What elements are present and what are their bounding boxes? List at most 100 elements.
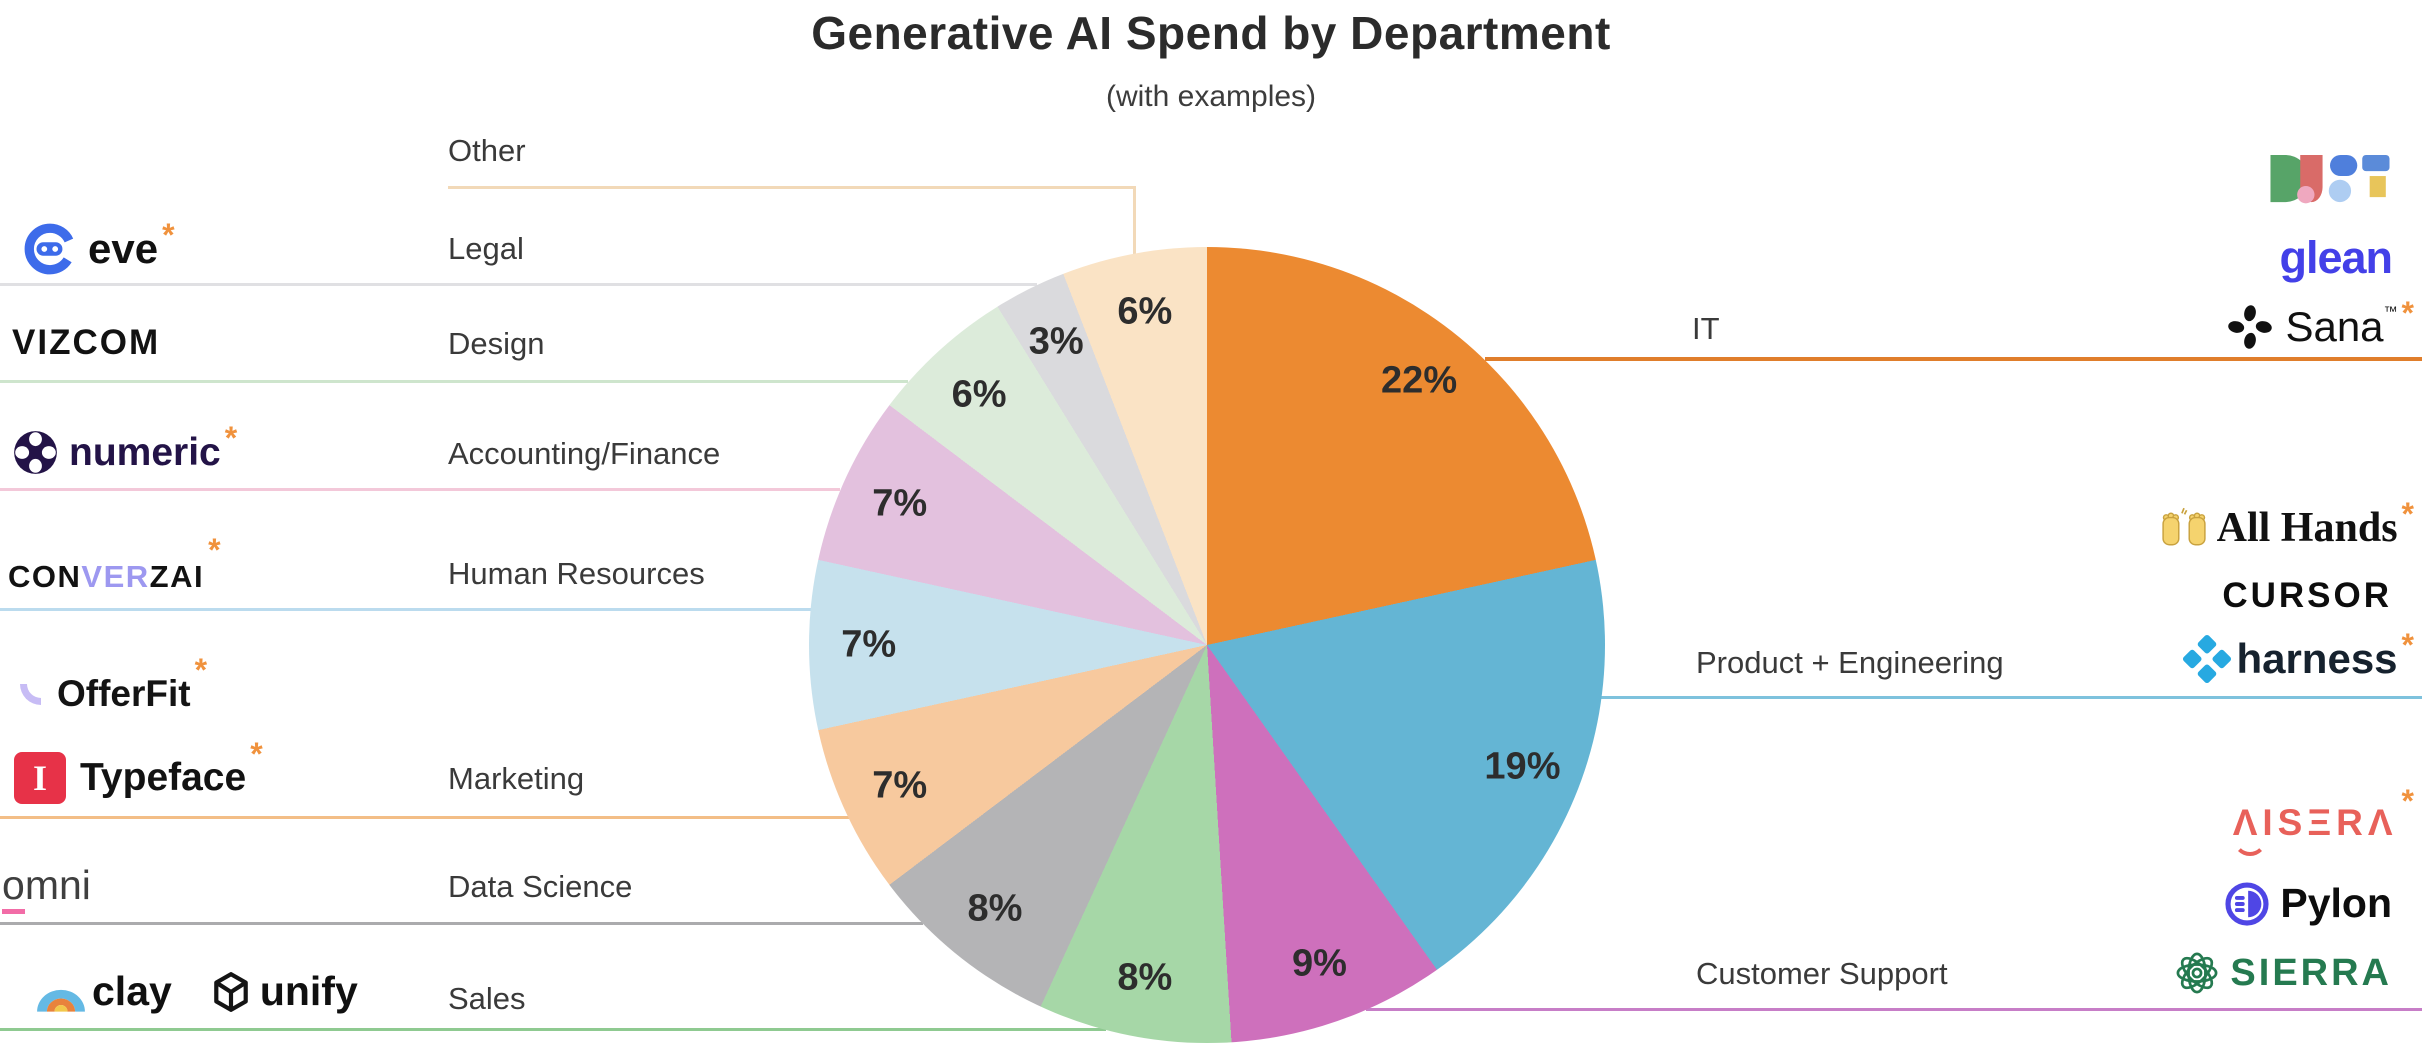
- leader-line-other: [448, 186, 1136, 189]
- leader-line-hr: [0, 608, 811, 611]
- marketing-example-row-typeface: I Typeface *: [14, 736, 263, 804]
- accounting-example-row: numeric *: [12, 420, 237, 476]
- pie-percent-label: 3%: [1028, 320, 1084, 363]
- dept-label-legal: Legal: [448, 231, 524, 266]
- cursor-logo: CURSOR: [2222, 576, 2392, 615]
- dept-label-sales: Sales: [448, 981, 526, 1016]
- sana-trademark: ™: [2383, 303, 2398, 319]
- leader-line-sales: [0, 1028, 1106, 1031]
- page-title: Generative AI Spend by Department: [811, 7, 1611, 59]
- harness-logo: harness: [2236, 635, 2398, 682]
- aisera-smile-mark: [2232, 838, 2267, 856]
- leader-line-data-science: [0, 922, 923, 925]
- allhands-asterisk: *: [2401, 495, 2414, 532]
- numeric-logo-icon: [12, 429, 59, 476]
- raised-hands-icon: [2161, 507, 2207, 549]
- numeric-logo: numeric: [69, 430, 221, 474]
- hr-example-row: CONVERZAI *: [8, 532, 221, 595]
- leader-line-design: [0, 380, 908, 383]
- pie-percent-label: 7%: [872, 482, 928, 525]
- converzai-part3: ZAI: [149, 558, 205, 594]
- pe-example-row-allhands: All Hands *: [2161, 496, 2414, 552]
- leader-line-accounting: [0, 488, 840, 491]
- pie-chart: [809, 247, 1605, 1043]
- it-example-row-glean: glean: [2279, 232, 2393, 284]
- page-subtitle: (with examples): [1105, 80, 1317, 113]
- leader-line-it: [1485, 357, 2422, 361]
- cs-example-row-pylon: Pylon: [2224, 880, 2392, 927]
- sana-logo-icon: [2227, 304, 2273, 350]
- leader-line-marketing: [0, 816, 849, 819]
- harness-asterisk: *: [2401, 626, 2414, 663]
- sierra-logo-icon: [2170, 946, 2224, 1000]
- unify-logo-icon: [210, 971, 252, 1013]
- glean-logo: glean: [2279, 232, 2393, 283]
- converzai-part2: VER: [81, 558, 150, 594]
- typeface-logo: Typeface: [80, 756, 247, 799]
- converzai-part1: CON: [8, 558, 82, 594]
- sales-example-row: clay unify: [36, 968, 358, 1015]
- cs-example-row-sierra: SIERRA: [2170, 946, 2392, 1000]
- aisera-logo: ΛISΞRΛ: [2232, 802, 2398, 856]
- pie-percent-label: 6%: [951, 373, 1007, 416]
- pylon-logo: Pylon: [2280, 880, 2392, 926]
- offerfit-logo-icon: [12, 683, 45, 705]
- converzai-asterisk: *: [208, 532, 221, 568]
- dust-logo: [2268, 150, 2392, 212]
- pie-percent-label: 6%: [1117, 290, 1173, 333]
- pie-percent-label: 8%: [967, 887, 1023, 930]
- unify-logo: unify: [259, 968, 358, 1014]
- legal-example-row: eve *: [22, 217, 175, 277]
- sana-logo: Sana: [2285, 303, 2384, 350]
- pie-percent-label: 7%: [872, 764, 928, 807]
- omni-o: o: [2, 862, 25, 914]
- dept-label-product-engineering: Product + Engineering: [1696, 645, 2004, 680]
- clay-logo-icon: [36, 970, 86, 1014]
- design-example-row: VIZCOM: [12, 323, 160, 363]
- offerfit-logo: OfferFit: [57, 673, 191, 714]
- clay-logo: clay: [92, 968, 172, 1014]
- leader-line-legal: [0, 283, 1037, 286]
- typeface-badge-letter: I: [32, 758, 47, 798]
- aisera-asterisk: *: [2401, 782, 2414, 819]
- eve-logo: eve: [88, 225, 159, 272]
- leader-line-other-vertical: [1133, 186, 1136, 254]
- dept-label-design: Design: [448, 326, 545, 361]
- eve-asterisk: *: [162, 216, 175, 253]
- leader-line-product-engineering: [1601, 696, 2422, 699]
- sierra-logo: SIERRA: [2230, 951, 2392, 994]
- converzai-logo: CONVERZAI: [8, 559, 204, 595]
- dept-label-marketing: Marketing: [448, 761, 585, 796]
- dept-label-accounting: Accounting/Finance: [448, 436, 721, 471]
- pie-percent-label: 19%: [1484, 745, 1561, 788]
- sana-asterisk: *: [2401, 294, 2414, 331]
- pie-percent-label: 22%: [1381, 359, 1458, 402]
- pe-example-row-harness: harness *: [2182, 627, 2414, 684]
- aisera-wordmark: ΛISΞRΛ: [2232, 802, 2398, 843]
- dept-label-it: IT: [1692, 311, 1720, 346]
- it-example-row-dust: [2268, 150, 2392, 212]
- pie-percent-label: 8%: [1117, 956, 1173, 999]
- harness-logo-icon: [2182, 634, 2232, 684]
- dept-label-hr: Human Resources: [448, 556, 705, 591]
- cs-example-row-aisera: ΛISΞRΛ *: [2232, 783, 2414, 856]
- omni-rest: mni: [24, 862, 91, 908]
- dept-label-other: Other: [448, 133, 526, 168]
- offerfit-asterisk: *: [194, 651, 208, 688]
- dept-label-data-science: Data Science: [448, 869, 633, 904]
- pe-example-row-cursor: CURSOR: [2222, 576, 2392, 616]
- typeface-logo-icon: I: [14, 752, 66, 804]
- numeric-asterisk: *: [224, 420, 238, 456]
- pie-percent-label: 7%: [841, 623, 897, 666]
- marketing-example-row-offerfit: OfferFit *: [12, 652, 207, 715]
- dept-label-customer-support: Customer Support: [1696, 956, 1948, 991]
- pylon-logo-icon: [2224, 881, 2270, 927]
- it-example-row-sana: Sana ™ *: [2227, 295, 2414, 351]
- eve-logo-icon: [22, 221, 78, 277]
- data-science-example-row: omni: [2, 862, 91, 914]
- vizcom-logo: VIZCOM: [12, 323, 161, 362]
- pie-percent-label: 9%: [1291, 942, 1347, 985]
- omni-logo: omni: [2, 862, 91, 914]
- allhands-logo: All Hands: [2216, 505, 2398, 551]
